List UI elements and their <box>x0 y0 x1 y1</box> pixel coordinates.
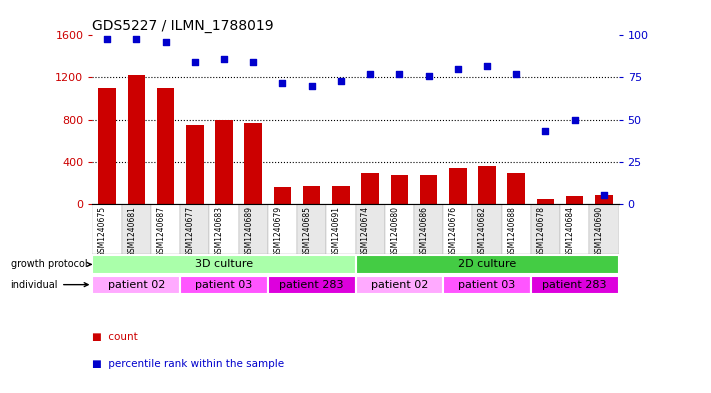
Point <box>540 128 551 134</box>
Bar <box>356 255 619 274</box>
Bar <box>361 173 379 204</box>
Bar <box>156 88 174 204</box>
Text: individual: individual <box>11 280 88 290</box>
Text: GDS5227 / ILMN_1788019: GDS5227 / ILMN_1788019 <box>92 19 274 33</box>
Bar <box>180 275 268 294</box>
Bar <box>127 75 145 204</box>
Text: patient 03: patient 03 <box>196 280 252 290</box>
Text: GSM1240686: GSM1240686 <box>419 206 429 257</box>
Text: GSM1240677: GSM1240677 <box>186 206 195 257</box>
Bar <box>502 204 531 254</box>
Bar <box>560 204 589 254</box>
Point <box>189 59 201 66</box>
Text: 2D culture: 2D culture <box>458 259 516 270</box>
Bar <box>449 168 466 204</box>
Point <box>160 39 171 45</box>
Bar <box>98 88 116 204</box>
Bar <box>239 204 268 254</box>
Bar <box>92 255 356 274</box>
Point <box>510 71 522 77</box>
Bar <box>209 204 239 254</box>
Bar <box>472 204 502 254</box>
Point <box>335 78 346 84</box>
Bar <box>268 275 356 294</box>
Point <box>452 66 464 72</box>
Point <box>247 59 259 66</box>
Text: GSM1240691: GSM1240691 <box>332 206 341 257</box>
Bar <box>537 198 555 204</box>
Bar <box>419 175 437 204</box>
Bar <box>531 204 560 254</box>
Bar <box>297 204 326 254</box>
Text: patient 283: patient 283 <box>542 280 607 290</box>
Bar <box>479 166 496 204</box>
Point <box>394 71 405 77</box>
Bar <box>245 123 262 204</box>
Bar <box>356 275 443 294</box>
Bar <box>303 186 321 204</box>
Text: GSM1240688: GSM1240688 <box>507 206 516 257</box>
Text: 3D culture: 3D culture <box>195 259 253 270</box>
Text: GSM1240678: GSM1240678 <box>537 206 545 257</box>
Bar <box>215 119 232 204</box>
Text: GSM1240689: GSM1240689 <box>244 206 253 257</box>
Bar <box>122 204 151 254</box>
Text: patient 03: patient 03 <box>459 280 515 290</box>
Text: patient 02: patient 02 <box>370 280 428 290</box>
Text: GSM1240674: GSM1240674 <box>361 206 370 257</box>
Text: patient 283: patient 283 <box>279 280 344 290</box>
Point <box>306 83 317 89</box>
Text: growth protocol: growth protocol <box>11 259 91 270</box>
Point <box>569 116 580 123</box>
Point <box>365 71 376 77</box>
Bar <box>414 204 443 254</box>
Point <box>102 36 113 42</box>
Point <box>218 56 230 62</box>
Bar <box>180 204 209 254</box>
Bar <box>332 186 350 204</box>
Bar <box>186 125 203 204</box>
Point <box>131 36 142 42</box>
Text: ■  count: ■ count <box>92 332 138 342</box>
Text: GSM1240683: GSM1240683 <box>215 206 224 257</box>
Text: ■  percentile rank within the sample: ■ percentile rank within the sample <box>92 360 284 369</box>
Bar <box>508 173 525 204</box>
Text: GSM1240676: GSM1240676 <box>449 206 458 257</box>
Point <box>598 192 609 198</box>
Bar <box>531 275 619 294</box>
Text: GSM1240675: GSM1240675 <box>98 206 107 257</box>
Text: GSM1240679: GSM1240679 <box>274 206 282 257</box>
Point <box>277 79 288 86</box>
Bar <box>595 195 613 204</box>
Bar <box>274 187 292 204</box>
Bar <box>326 204 356 254</box>
Text: GSM1240684: GSM1240684 <box>566 206 574 257</box>
Bar <box>566 196 584 204</box>
Text: GSM1240681: GSM1240681 <box>127 206 137 257</box>
Bar <box>268 204 297 254</box>
Bar <box>385 204 414 254</box>
Text: GSM1240682: GSM1240682 <box>478 206 487 257</box>
Text: patient 02: patient 02 <box>107 280 165 290</box>
Text: GSM1240687: GSM1240687 <box>156 206 166 257</box>
Bar <box>356 204 385 254</box>
Bar <box>589 204 619 254</box>
Bar <box>92 275 180 294</box>
Text: GSM1240690: GSM1240690 <box>595 206 604 257</box>
Bar <box>443 275 531 294</box>
Bar <box>443 204 472 254</box>
Point <box>481 62 493 69</box>
Text: GSM1240680: GSM1240680 <box>390 206 400 257</box>
Bar <box>151 204 180 254</box>
Bar <box>92 204 122 254</box>
Point <box>423 73 434 79</box>
Text: GSM1240685: GSM1240685 <box>303 206 311 257</box>
Bar <box>390 175 408 204</box>
